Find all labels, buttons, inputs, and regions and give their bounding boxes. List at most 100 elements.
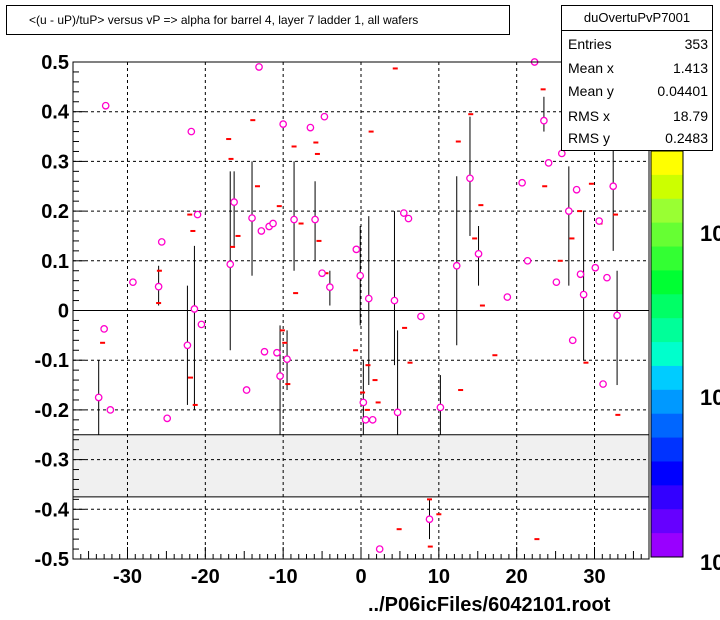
x-tick-label: -20 (191, 566, 220, 588)
data-point (306, 123, 315, 132)
palette-swatch (651, 270, 683, 295)
red-marker (235, 234, 241, 237)
palette-frame (650, 150, 684, 558)
data-point (163, 414, 172, 423)
x-tick-labels: -30 -20 -10 0 10 20 30 (113, 566, 606, 588)
red-marker (285, 383, 291, 386)
red-marker (542, 185, 548, 188)
palette-swatch (651, 437, 683, 462)
data-point (193, 210, 202, 219)
data-point (599, 380, 607, 388)
red-marker (540, 88, 546, 91)
stats-value: 0.2483 (665, 130, 708, 146)
stats-row-rms-x: RMS x 18.79 (568, 108, 708, 130)
palette-swatch (651, 222, 683, 248)
red-marker (192, 403, 198, 406)
data-point (568, 336, 577, 345)
data-point (540, 116, 548, 125)
red-marker (365, 364, 371, 367)
y-tick-label: 0.5 (41, 52, 69, 74)
data-point (603, 273, 611, 282)
red-marker (279, 329, 285, 332)
data-point (269, 219, 277, 228)
palette-label: 10 (700, 550, 720, 575)
y-tick-label: -0.4 (35, 499, 70, 521)
data-point (106, 406, 115, 414)
data-point (523, 256, 532, 265)
data-point (361, 415, 370, 424)
red-marker (293, 292, 299, 295)
data-point (552, 278, 561, 287)
red-marker (534, 538, 540, 541)
red-marker (583, 361, 589, 364)
red-marker (254, 185, 260, 188)
data-point (273, 348, 281, 357)
data-point (364, 294, 373, 303)
data-point (190, 305, 199, 313)
data-point (311, 215, 319, 224)
palette-labels: 10 10 10 (700, 221, 720, 575)
data-point (368, 415, 377, 424)
red-marker (187, 213, 193, 216)
data-point (94, 393, 103, 402)
data-point (279, 120, 288, 128)
data-point (613, 311, 621, 320)
red-marker (588, 182, 594, 185)
data-point (255, 63, 263, 71)
data-points (94, 58, 621, 553)
red-marker (156, 269, 162, 272)
red-marker (323, 272, 329, 275)
x-tick-label: -10 (269, 566, 298, 588)
palette-swatch (651, 533, 683, 558)
red-marker (492, 354, 498, 357)
palette-swatch (651, 198, 683, 224)
data-point (436, 403, 445, 412)
data-point (290, 215, 298, 224)
red-marker (291, 145, 297, 148)
data-point (591, 263, 600, 272)
data-point (474, 249, 483, 258)
red-marker (368, 130, 374, 133)
data-point (425, 515, 434, 524)
data-point (352, 245, 361, 254)
data-point (318, 269, 326, 278)
red-marker (402, 326, 408, 329)
palette-swatch (651, 294, 683, 319)
palette-swatch (651, 509, 683, 534)
data-point (518, 178, 526, 187)
data-point (609, 182, 618, 191)
data-point (576, 270, 585, 279)
red-marker (478, 204, 484, 207)
y-tick-label: 0 (58, 301, 69, 323)
red-marker (407, 361, 413, 364)
data-point (595, 217, 604, 225)
palette-swatch (651, 389, 683, 415)
red-marker (353, 349, 359, 352)
red-marker (615, 413, 621, 416)
red-marker (250, 119, 256, 122)
data-point (183, 341, 192, 350)
chart-title-box: <(u - uP)/tuP> versus vP => alpha for ba… (6, 5, 510, 35)
red-marker (375, 401, 381, 404)
stats-key: Mean x (568, 60, 614, 76)
data-point (452, 261, 461, 270)
y-tick-label: -0.1 (35, 350, 69, 372)
stats-row-entries: Entries 353 (568, 36, 708, 58)
palette-swatch (651, 365, 683, 391)
stats-key: RMS x (568, 108, 610, 124)
data-point (326, 283, 334, 291)
data-point (129, 278, 137, 287)
red-marker (276, 205, 282, 208)
palette-label: 10 (700, 385, 720, 410)
data-point (248, 214, 256, 222)
y-tick-labels: -0.5 -0.4 -0.3 -0.2 -0.1 0 0.1 0.2 0.3 0.4 0.5 (35, 52, 70, 571)
stats-row-mean-x: Mean x 1.413 (568, 60, 708, 82)
grid-lines (73, 62, 649, 559)
data-point (154, 282, 163, 291)
data-point (404, 214, 413, 223)
palette-swatch (651, 461, 683, 486)
file-label: ../P06icFiles/6042101.root (368, 594, 611, 616)
red-marker (613, 213, 619, 216)
red-marker (372, 379, 378, 382)
